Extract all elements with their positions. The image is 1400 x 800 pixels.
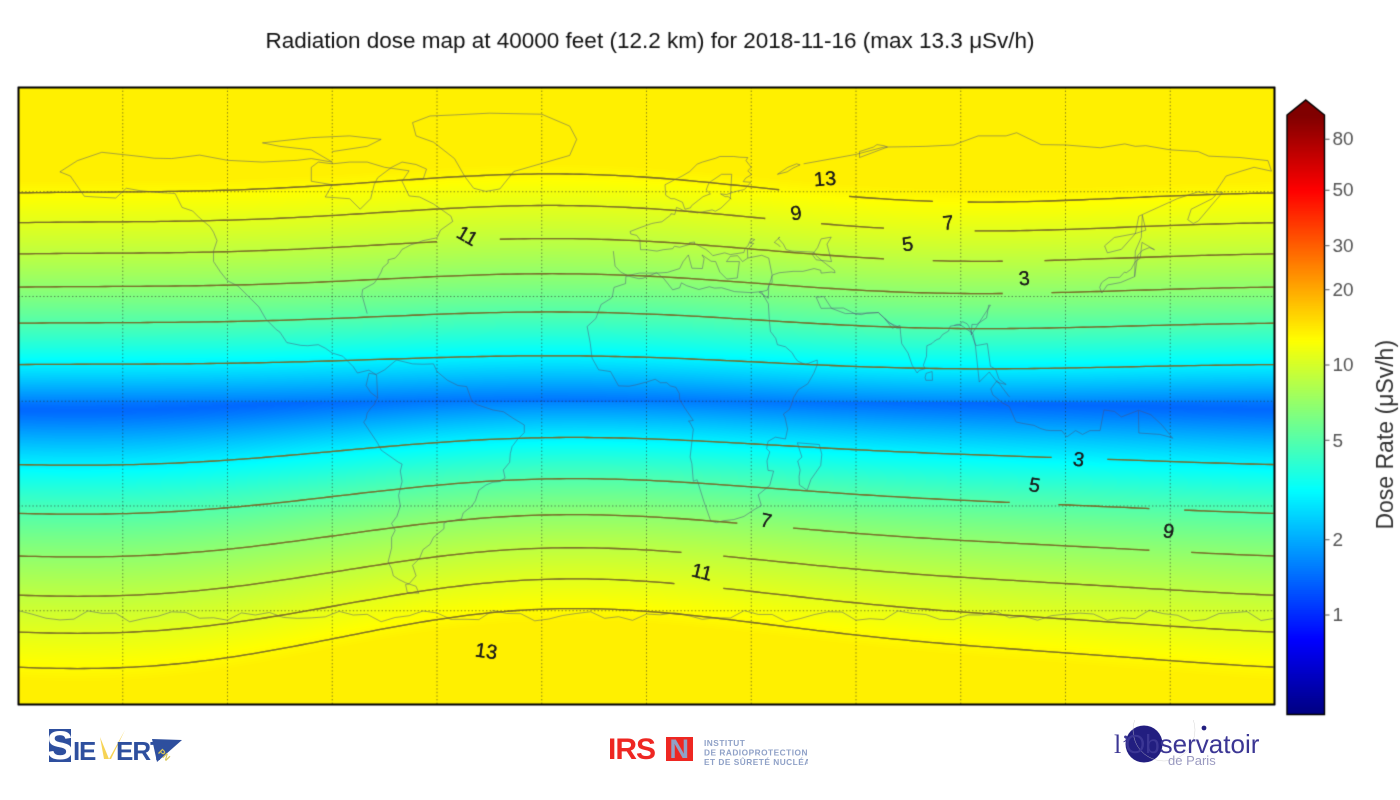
svg-text:de Paris: de Paris xyxy=(1168,753,1216,768)
svg-text:DE RADIOPROTECTION: DE RADIOPROTECTION xyxy=(704,748,808,758)
svg-text:ET DE SÛRETÉ NUCLÉAIRE: ET DE SÛRETÉ NUCLÉAIRE xyxy=(704,756,808,766)
svg-text:IRS: IRS xyxy=(608,736,655,766)
svg-text:E: E xyxy=(79,736,96,764)
svg-text:INSTITUT: INSTITUT xyxy=(704,738,745,748)
svg-text:S: S xyxy=(49,729,73,764)
svg-text:N: N xyxy=(670,736,690,764)
